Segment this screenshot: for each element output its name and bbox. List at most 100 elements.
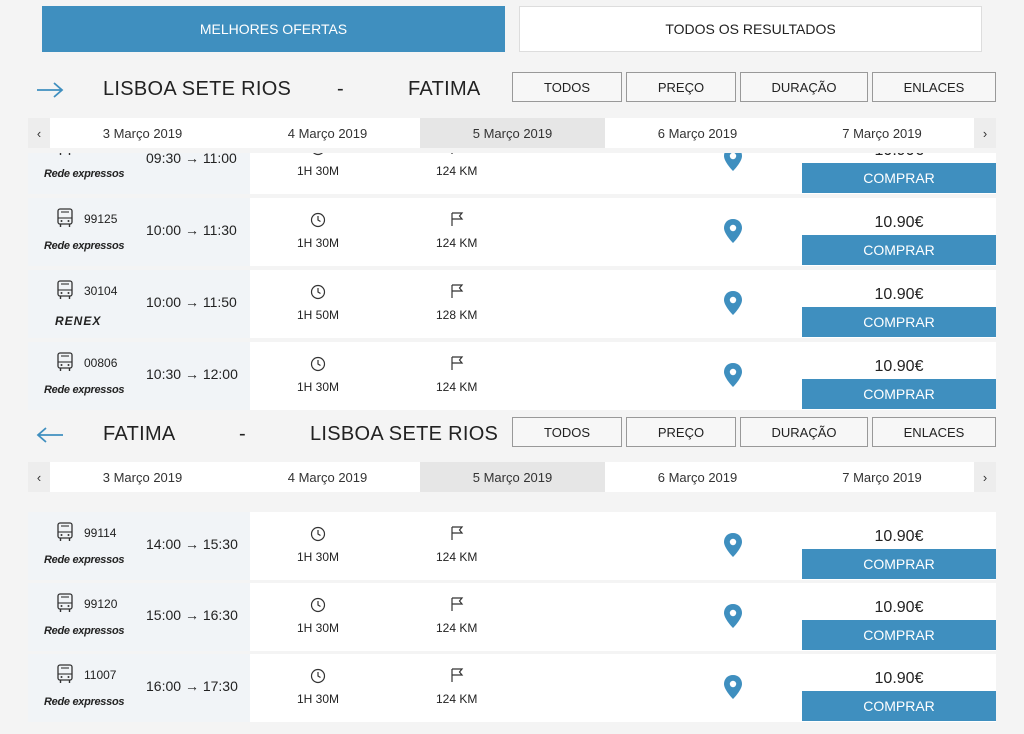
arrow-right-icon: → [184, 536, 199, 552]
filter-duration-button[interactable]: DURAÇÃO [740, 72, 868, 102]
departure-time: 10:30 [146, 366, 182, 382]
best-offers-tab[interactable]: MELHORES OFERTAS [42, 6, 505, 52]
route-separator: - [337, 78, 344, 100]
flag-icon [449, 596, 465, 612]
ticket-price: 10.90€ [874, 528, 924, 545]
result-row: 99120 Rede expressos 15:00 → 16:30 1H 30M 12… [28, 583, 996, 651]
filter-connections-button[interactable]: ENLACES [872, 417, 996, 447]
ticket-price: 10.90€ [874, 670, 924, 687]
ticket-price: 10.90€ [874, 358, 924, 375]
clock-icon [310, 212, 326, 228]
arrival-time: 15:30 [202, 536, 238, 552]
buy-button[interactable]: COMPRAR [802, 691, 996, 721]
buy-button[interactable]: COMPRAR [802, 549, 996, 579]
date-option[interactable]: 4 Março 2019 [287, 125, 368, 141]
schedule-time: 10:30 → 12:00 [146, 366, 238, 382]
arrow-right-icon: → [184, 153, 199, 166]
arrow-right-icon: → [184, 294, 199, 310]
date-option-selected[interactable]: 5 Março 2019 [420, 118, 605, 148]
trip-distance: 124 KM [436, 692, 478, 706]
map-pin-icon[interactable] [722, 674, 744, 700]
trip-duration: 1H 30M [297, 380, 340, 394]
bus-icon [56, 153, 74, 156]
date-option[interactable]: 3 Março 2019 [102, 469, 183, 485]
date-option[interactable]: 7 Março 2019 [842, 125, 922, 141]
clock-icon [310, 597, 326, 613]
next-date-button[interactable]: › [974, 462, 996, 492]
departure-time: 10:00 [146, 294, 182, 310]
filter-all-button[interactable]: TODOS [512, 72, 622, 102]
map-pin-icon[interactable] [722, 218, 744, 244]
arrow-left-icon [36, 425, 64, 445]
route-info-cell [28, 153, 250, 194]
filter-duration-button[interactable]: DURAÇÃO [740, 417, 868, 447]
date-option[interactable]: 6 Março 2019 [657, 469, 738, 485]
result-row: 99114 Rede expressos 14:00 → 15:30 1H 30M 12… [28, 512, 996, 580]
ticket-price: 10.90€ [802, 153, 996, 160]
clock-icon [310, 284, 326, 300]
trip-distance: 124 KM [436, 164, 478, 178]
trip-duration: 1H 30M [297, 621, 340, 635]
prev-date-button[interactable]: ‹ [28, 118, 50, 148]
date-option[interactable]: 6 Março 2019 [657, 125, 738, 141]
filter-connections-button[interactable]: ENLACES [872, 72, 996, 102]
map-pin-icon[interactable] [722, 532, 744, 558]
operator-logo: Rede expressos [44, 384, 125, 396]
schedule-time: 09:30 → 11:00 [146, 153, 237, 166]
arrival-time: 11:00 [202, 153, 237, 166]
trip-distance: 124 KM [436, 380, 478, 394]
all-results-tab[interactable]: TODOS OS RESULTADOS [519, 6, 982, 52]
bus-icon [56, 208, 74, 228]
departure-time: 09:30 [146, 153, 182, 166]
next-date-button[interactable]: › [974, 118, 996, 148]
buy-button[interactable]: COMPRAR [802, 163, 996, 193]
filter-price-button[interactable]: PREÇO [626, 72, 736, 102]
trip-duration: 1H 30M [297, 692, 340, 706]
date-option[interactable]: 7 Março 2019 [842, 469, 922, 485]
operator-logo: Rede expressos [44, 625, 125, 637]
outbound-route-header: LISBOA SETE RIOS - FATIMA TODOS PREÇO DU… [28, 72, 996, 112]
schedule-time: 16:00 → 17:30 [146, 678, 238, 694]
buy-button[interactable]: COMPRAR [802, 235, 996, 265]
result-row: 30104 RENEX 10:00 → 11:50 1H 50M 128 KM 10.90… [28, 270, 996, 338]
filter-all-button[interactable]: TODOS [512, 417, 622, 447]
date-option-selected[interactable]: 5 Março 2019 [420, 462, 605, 492]
clock-icon [310, 668, 326, 684]
arrow-right-icon [36, 80, 64, 100]
map-pin-icon[interactable] [722, 603, 744, 629]
return-destination: LISBOA SETE RIOS [310, 423, 499, 445]
trip-duration: 1H 30M [297, 550, 340, 564]
trip-distance: 124 KM [436, 236, 478, 250]
map-pin-icon[interactable] [722, 153, 744, 172]
operator-logo: Rede expressos [44, 554, 125, 566]
bus-number: 00806 [84, 356, 118, 370]
arrival-time: 11:50 [202, 294, 237, 310]
schedule-time: 10:00 → 11:50 [146, 294, 237, 310]
return-date-bar: ‹ 3 Março 2019 4 Março 2019 5 Março 2019… [28, 462, 996, 492]
bus-number: 11007 [84, 668, 117, 682]
map-pin-icon[interactable] [722, 362, 744, 388]
route-separator: - [239, 423, 246, 445]
result-row: 00806 Rede expressos 10:30 → 12:00 1H 30M 12… [28, 342, 996, 410]
bus-icon [56, 664, 74, 684]
buy-button[interactable]: COMPRAR [802, 307, 996, 337]
arrival-time: 17:30 [202, 678, 238, 694]
arrow-right-icon: → [184, 366, 199, 382]
bus-number: 99125 [84, 153, 117, 154]
filter-price-button[interactable]: PREÇO [626, 417, 736, 447]
bus-number: 99114 [84, 526, 117, 540]
date-option[interactable]: 3 Março 2019 [102, 125, 183, 141]
operator-logo: Rede expressos [44, 240, 125, 252]
outbound-origin: LISBOA SETE RIOS [103, 78, 292, 100]
buy-button[interactable]: COMPRAR [802, 379, 996, 409]
ticket-price: 10.90€ [874, 286, 924, 303]
trip-distance: 124 KM [436, 621, 478, 635]
date-option[interactable]: 4 Março 2019 [287, 469, 368, 485]
arrival-time: 12:00 [202, 366, 238, 382]
return-results-list: 99114 Rede expressos 14:00 → 15:30 1H 30M 12… [28, 498, 996, 734]
map-pin-icon[interactable] [722, 290, 744, 316]
trip-distance: 128 KM [436, 308, 478, 322]
buy-button[interactable]: COMPRAR [802, 620, 996, 650]
prev-date-button[interactable]: ‹ [28, 462, 50, 492]
result-row: 99125 Rede expressos 09:30 → 11:00 1H 30M 12… [28, 153, 996, 194]
